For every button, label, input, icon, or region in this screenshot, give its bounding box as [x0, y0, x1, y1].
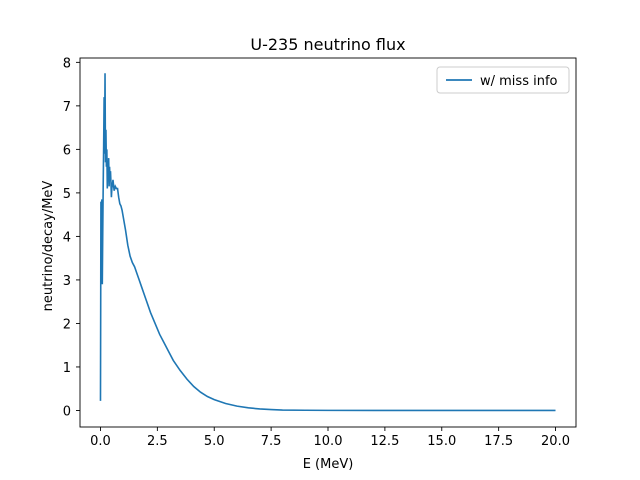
x-ticks: 0.0 2.5 5.0 7.5 10.0 12.5 15.0 17.5 20.0: [90, 427, 570, 449]
x-tick-label: 2.5: [147, 434, 168, 449]
y-tick-label: 6: [63, 143, 71, 158]
x-axis-label: E (MeV): [303, 457, 354, 472]
x-tick-label: 5.0: [204, 434, 225, 449]
y-tick-label: 3: [63, 274, 71, 289]
legend-label: w/ miss info: [480, 74, 558, 89]
y-tick-label: 8: [63, 56, 71, 71]
legend-box: [436, 66, 570, 94]
chart-title: U-235 neutrino flux: [250, 35, 405, 54]
y-tick-label: 7: [63, 100, 71, 115]
y-axis-label: neutrino/decay/MeV: [41, 181, 56, 312]
x-tick-label: 10.0: [314, 434, 343, 449]
x-tick-label: 0.0: [90, 434, 111, 449]
y-tick-label: 1: [63, 361, 71, 376]
x-tick-label: 7.5: [261, 434, 282, 449]
series-line: [99, 73, 556, 412]
legend: w/ miss info: [436, 66, 570, 94]
y-ticks: 0 1 2 3 4 5 6 7 8: [63, 56, 80, 419]
x-tick-label: 12.5: [370, 434, 399, 449]
x-tick-label: 15.0: [427, 434, 456, 449]
x-tick-label: 20.0: [541, 434, 570, 449]
y-tick-label: 5: [63, 187, 71, 202]
plot-frame: [79, 57, 577, 428]
x-tick-label: 17.5: [484, 434, 513, 449]
y-tick-label: 2: [63, 317, 71, 332]
y-tick-label: 4: [63, 230, 71, 245]
y-tick-label: 0: [63, 404, 71, 419]
